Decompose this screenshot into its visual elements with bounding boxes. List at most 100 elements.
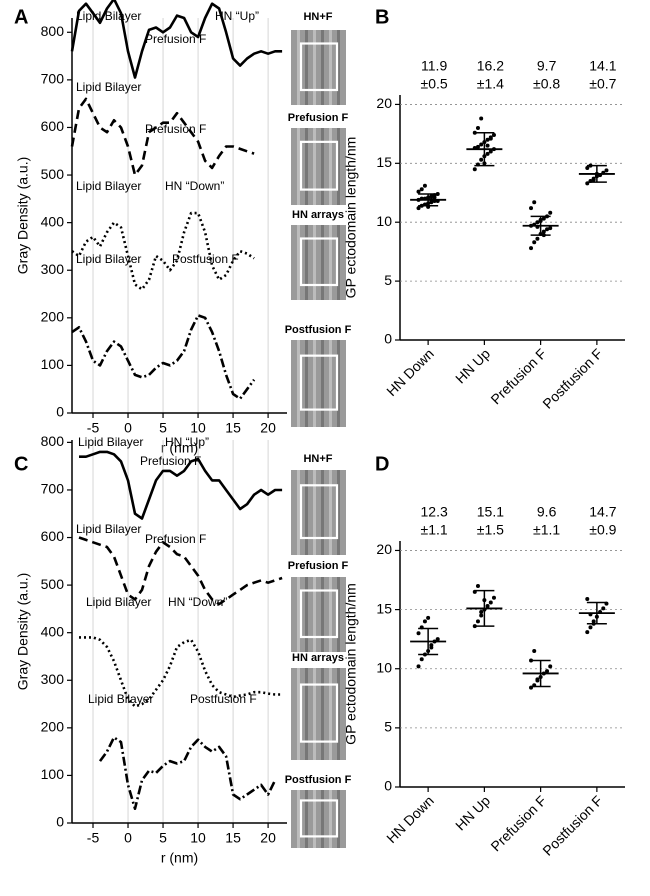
- y-tick-label: 300: [41, 261, 65, 277]
- data-point: [429, 194, 434, 199]
- selection-box: [299, 237, 339, 287]
- data-point: [529, 246, 534, 251]
- image-label: Postfusion F: [285, 324, 352, 336]
- annotation: Lipid Bilayer: [76, 9, 141, 23]
- x-tick-label: 0: [124, 830, 132, 846]
- y-tick-label: 0: [56, 404, 64, 420]
- y-tick-label: 20: [376, 541, 392, 557]
- data-point: [485, 137, 490, 142]
- data-point: [475, 619, 480, 624]
- data-point: [535, 677, 540, 682]
- data-point: [604, 168, 609, 173]
- data-point: [419, 657, 424, 662]
- x-tick-label: 10: [190, 830, 206, 846]
- annotation: Lipid Bilayer: [76, 80, 141, 94]
- y-tick-label: 400: [41, 623, 65, 639]
- data-point: [432, 195, 437, 200]
- data-point: [488, 600, 493, 605]
- micrograph-streak: [337, 470, 340, 555]
- data-point: [535, 220, 540, 225]
- micrograph-streak: [305, 225, 308, 300]
- micrograph-streak: [305, 30, 308, 105]
- annotation: Lipid Bilayer: [86, 595, 151, 609]
- micrograph-streak: [313, 577, 316, 652]
- error-label: ±0.9: [589, 522, 616, 538]
- data-point: [435, 637, 440, 642]
- trace: [79, 450, 283, 520]
- error-label: ±0.7: [589, 76, 616, 92]
- data-point: [591, 177, 596, 182]
- micrograph-streak: [305, 668, 308, 760]
- y-tick-label: 300: [41, 671, 65, 687]
- x-tick-label: 15: [225, 420, 241, 436]
- y-tick-label: 800: [41, 23, 65, 39]
- y-tick-label: 10: [376, 659, 392, 675]
- y-tick-label: 100: [41, 356, 65, 372]
- x-tick-label: 20: [260, 420, 276, 436]
- image-label: Postfusion F: [285, 774, 352, 786]
- x-tick-label: 15: [225, 830, 241, 846]
- annotation: Prefusion F: [145, 122, 206, 136]
- data-point: [488, 149, 493, 154]
- micrograph-streak: [297, 225, 300, 300]
- y-tick-label: 0: [384, 331, 392, 347]
- y-tick-label: 400: [41, 213, 65, 229]
- annotation: Lipid Bilayer: [76, 179, 141, 193]
- data-point: [601, 606, 606, 611]
- data-point: [416, 206, 421, 211]
- micrograph-streak: [297, 340, 300, 427]
- data-point: [426, 615, 431, 620]
- annotation: HN “Down”: [168, 595, 227, 609]
- y-tick-label: 15: [376, 600, 392, 616]
- data-point: [585, 630, 590, 635]
- x-tick-label: -5: [87, 420, 100, 436]
- x-tick-label: 10: [190, 420, 206, 436]
- data-point: [535, 236, 540, 241]
- y-tick-label: 600: [41, 528, 65, 544]
- data-point: [532, 240, 537, 245]
- data-point: [475, 583, 480, 588]
- micrograph-streak: [329, 340, 332, 427]
- data-point: [479, 609, 484, 614]
- data-point: [416, 631, 421, 636]
- selection-box: [299, 799, 339, 838]
- selection-box: [299, 484, 339, 540]
- y-tick-label: 600: [41, 118, 65, 134]
- micrograph-streak: [337, 30, 340, 105]
- panel-label: B: [375, 6, 389, 28]
- micrograph-streak: [313, 128, 316, 205]
- micrograph-streak: [305, 790, 308, 848]
- mean-label: 9.6: [537, 504, 557, 520]
- micrograph-streak: [321, 128, 324, 205]
- data-point: [491, 595, 496, 600]
- data-point: [479, 157, 484, 162]
- data-point: [548, 210, 553, 215]
- data-point: [545, 669, 550, 674]
- y-tick-label: 100: [41, 766, 65, 782]
- annotation: Lipid Bilayer: [78, 435, 143, 449]
- selection-box: [299, 683, 339, 743]
- selection-box: [299, 589, 339, 639]
- micrograph-streak: [297, 790, 300, 848]
- panel-label: C: [14, 453, 28, 475]
- micrograph-streak: [313, 30, 316, 105]
- micrograph-streak: [321, 668, 324, 760]
- error-label: ±1.5: [477, 522, 504, 538]
- micrograph-streak: [305, 340, 308, 427]
- y-tick-label: 5: [384, 272, 392, 288]
- micrograph-streak: [329, 128, 332, 205]
- data-point: [529, 206, 534, 211]
- image-label: HN+F: [303, 453, 332, 465]
- data-point: [475, 144, 480, 149]
- micrograph-streak: [297, 30, 300, 105]
- mean-label: 14.1: [589, 58, 616, 74]
- mean-label: 15.1: [477, 504, 504, 520]
- data-point: [588, 625, 593, 630]
- data-point: [416, 664, 421, 669]
- data-point: [545, 227, 550, 232]
- data-point: [532, 648, 537, 653]
- x-tick-label: 0: [124, 420, 132, 436]
- micrograph-streak: [337, 577, 340, 652]
- y-tick-label: 500: [41, 166, 65, 182]
- annotation: Prefusion F: [145, 532, 206, 546]
